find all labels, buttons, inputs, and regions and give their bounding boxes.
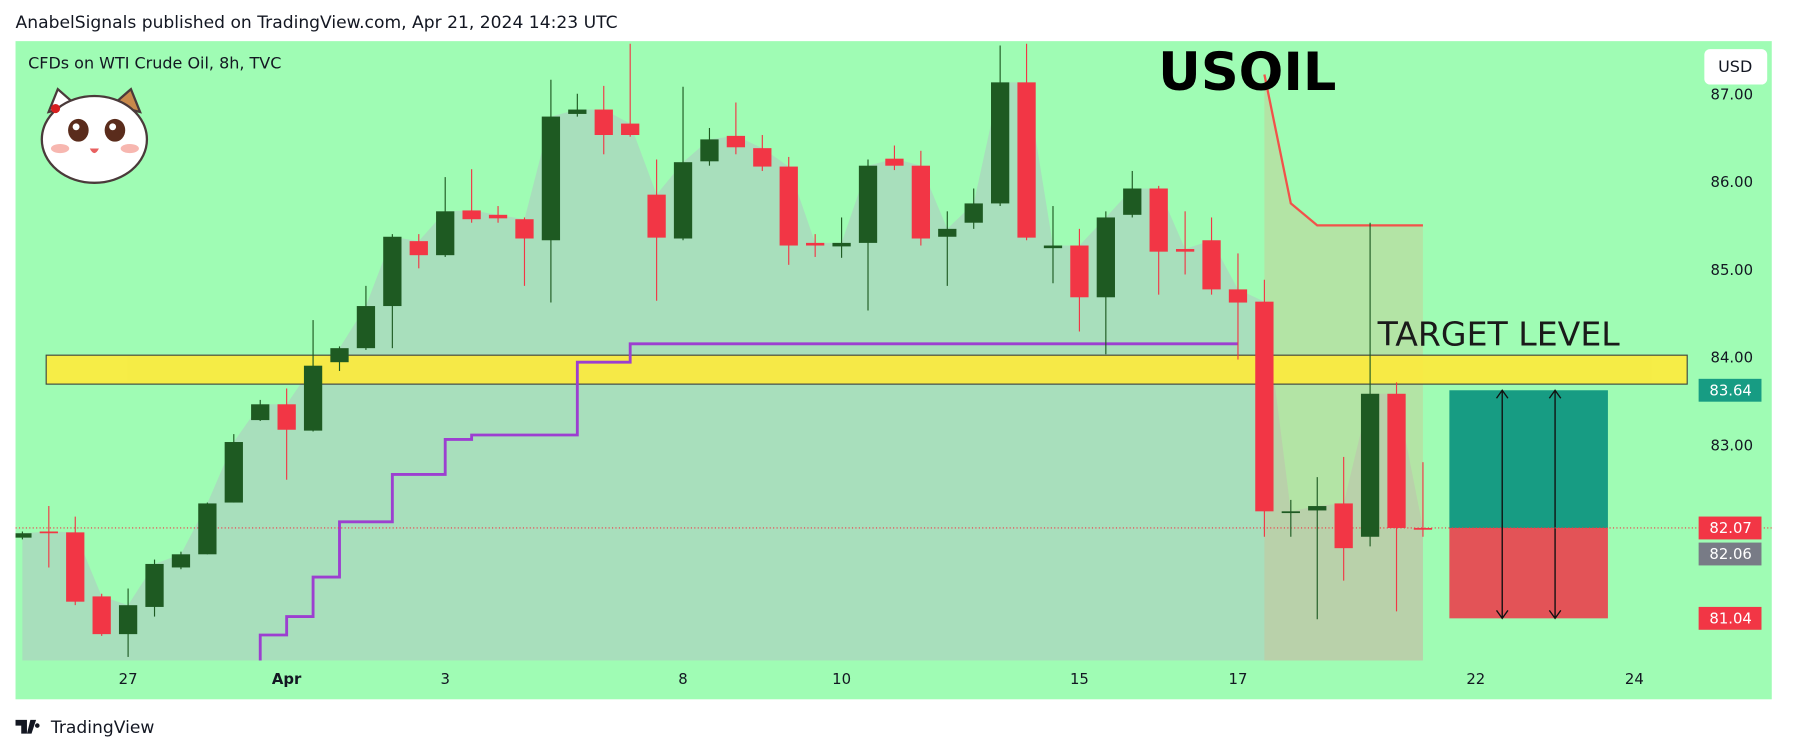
profit-box [1449, 390, 1608, 528]
price-label-bg [1698, 516, 1762, 540]
candle-body [964, 203, 983, 223]
candle-body [1255, 301, 1274, 512]
candle-body [1308, 506, 1327, 511]
cat-icon [40, 87, 149, 184]
candle-body [1070, 245, 1089, 298]
price-label: 82.07 [1709, 519, 1752, 537]
price-label: 83.64 [1709, 381, 1752, 399]
candle-body [66, 532, 85, 602]
x-tick-label: 27 [119, 670, 138, 688]
candle-body [568, 109, 587, 114]
candle-body [541, 116, 561, 241]
price-label-bg [1698, 606, 1762, 630]
candle-body [1228, 289, 1248, 303]
y-tick-label: 87.00 [1711, 86, 1754, 104]
candle-body [806, 242, 825, 246]
overlay: USOIL TARGET LEVEL 83.00 84.00 85.00 86.00 87.… [119, 42, 1762, 688]
x-tick-label: 24 [1625, 670, 1644, 688]
candle-body [621, 123, 640, 135]
y-tick-label: 85.00 [1711, 261, 1754, 279]
candle-body [488, 214, 508, 219]
candle-body [118, 605, 138, 635]
indicator-line [258, 342, 1238, 661]
candle-body [990, 82, 1010, 204]
x-tick-label: Apr [272, 670, 302, 688]
candle-body [39, 531, 58, 534]
candle-body [198, 503, 217, 555]
candle-body [1096, 217, 1115, 298]
candle-body [1149, 188, 1168, 252]
annotation: USOIL [1158, 42, 1336, 103]
candle-body [330, 348, 349, 363]
x-tick-label: 8 [678, 670, 687, 688]
y-tick-label: 86.00 [1711, 173, 1754, 191]
candle-body [462, 210, 481, 220]
candle-body [356, 306, 376, 349]
x-tick-label: 15 [1070, 670, 1089, 688]
candle-body [1413, 527, 1433, 530]
y-tick-label: 83.00 [1711, 436, 1754, 454]
candle-body [1043, 245, 1063, 249]
price-label: 81.04 [1709, 609, 1752, 627]
currency-button[interactable] [1704, 49, 1768, 85]
candle-body [1360, 393, 1380, 537]
logo: TradingView [15, 718, 154, 738]
candle-body [726, 135, 746, 148]
last-price: 82.06 [1709, 545, 1752, 563]
candle-body [251, 404, 270, 421]
x-tick-label: 3 [440, 670, 449, 688]
candle-body [911, 165, 931, 239]
price-label-bg [1698, 378, 1762, 402]
last-price-bg [1698, 542, 1762, 566]
candle-body [383, 236, 402, 307]
candle-body [15, 533, 32, 538]
candle-body [1334, 503, 1353, 549]
footer: TradingView [50, 718, 154, 738]
candle-body [145, 563, 164, 607]
candle-body [436, 211, 455, 256]
candle-body [1017, 82, 1036, 238]
candle-body [171, 554, 191, 568]
candle-body [779, 166, 798, 246]
currency[interactable]: USD [1718, 57, 1752, 76]
x-tick-label: 10 [832, 670, 851, 688]
candle-body [277, 404, 296, 430]
candle-body [938, 228, 957, 237]
candle-body [303, 365, 323, 431]
candle-body [832, 242, 851, 247]
candle-body [858, 165, 878, 243]
candle-body [409, 241, 428, 256]
x-tick-label: 22 [1466, 670, 1485, 688]
y-tick-label: 84.00 [1711, 349, 1754, 367]
chart-title: CFDs on WTI Crude Oil, 8h, TVC [28, 53, 281, 72]
candle-body [594, 109, 613, 135]
candle-body [753, 148, 772, 167]
arrow [1548, 389, 1562, 620]
arrow [1495, 389, 1509, 620]
candle-body [885, 158, 904, 166]
candle-body [515, 219, 534, 239]
candle-body [647, 194, 666, 238]
x-tick-label: 17 [1229, 670, 1248, 688]
candle-body [1175, 249, 1195, 252]
loss-box [1449, 527, 1608, 619]
candle-body [1123, 188, 1142, 215]
candle-body [1387, 393, 1406, 528]
candle-body [224, 442, 243, 503]
target-zone [45, 354, 1688, 385]
candle-body [92, 596, 111, 635]
header: AnabelSignals published on TradingView.c… [16, 13, 618, 33]
plot [15, 43, 1772, 661]
candle-body [700, 139, 719, 162]
candle-body [1202, 240, 1221, 290]
candle-body [1281, 511, 1300, 514]
candle-body [673, 162, 693, 239]
annotation: TARGET LEVEL [1377, 314, 1621, 353]
